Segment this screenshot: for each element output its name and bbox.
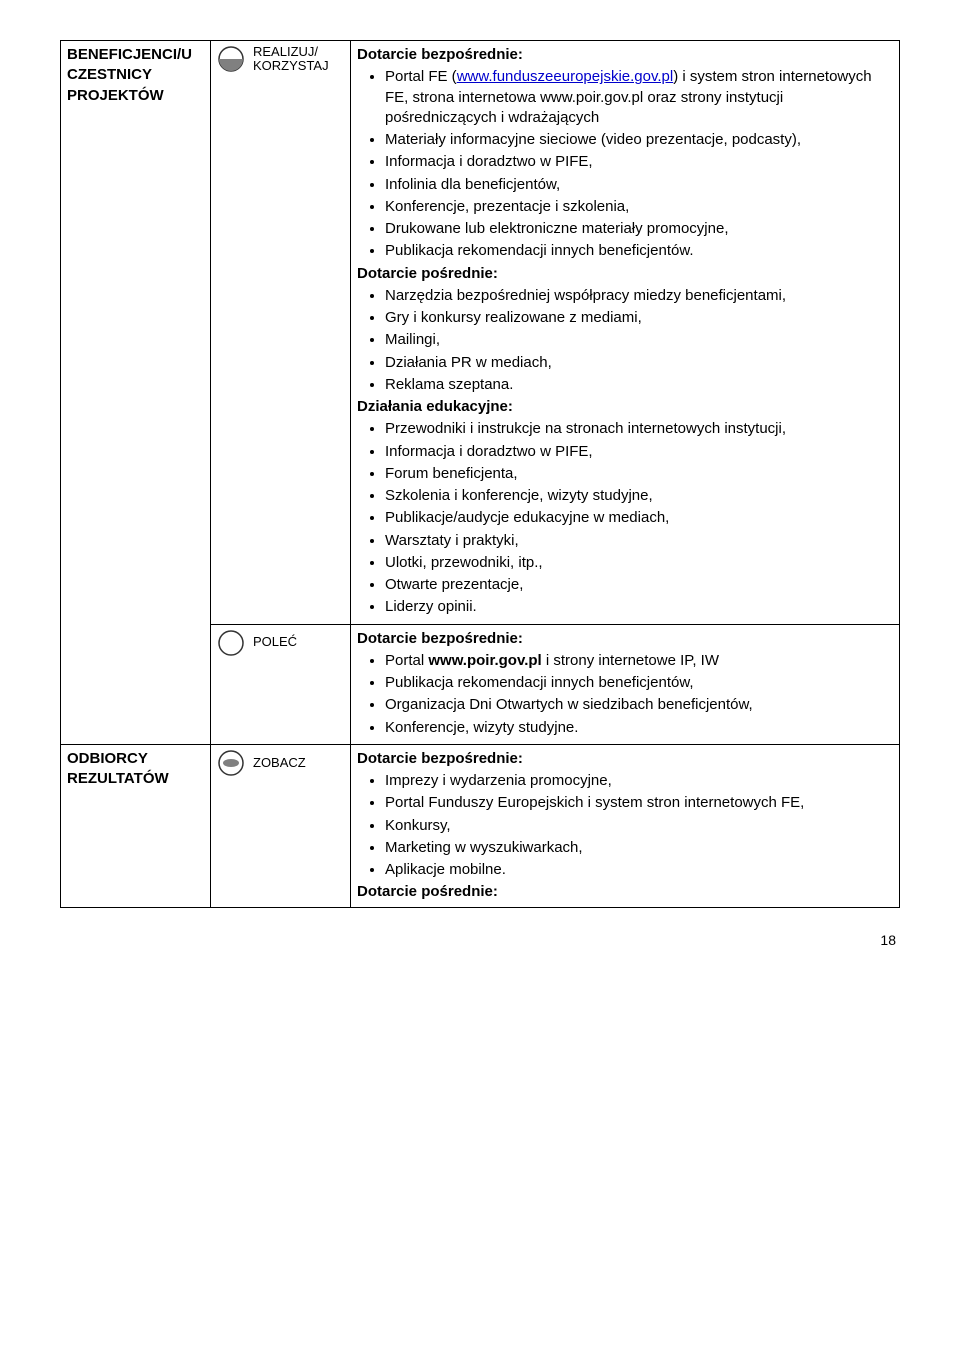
icon-label: POLEĆ <box>253 635 297 649</box>
content-cell: Dotarcie bezpośrednie:Portal www.poir.go… <box>351 624 900 744</box>
list-item: Publikacja rekomendacji innych beneficje… <box>385 241 893 261</box>
icon-label: ZOBACZ <box>253 756 306 770</box>
section-heading: Dotarcie pośrednie: <box>357 264 893 284</box>
list-item: Marketing w wyszukiwarkach, <box>385 838 893 858</box>
icon-cell: ZOBACZ <box>211 744 351 907</box>
list-item: Informacja i doradztwo w PIFE, <box>385 152 893 172</box>
list-item: Otwarte prezentacje, <box>385 575 893 595</box>
section-heading: Dotarcie bezpośrednie: <box>357 45 893 65</box>
icon-cell: POLEĆ <box>211 624 351 744</box>
section-heading: Dotarcie bezpośrednie: <box>357 749 893 769</box>
icon-cell: REALIZUJ/KORZYSTAJ <box>211 41 351 625</box>
list-item: Imprezy i wydarzenia promocyjne, <box>385 771 893 791</box>
realizuj-icon <box>217 45 245 73</box>
section-list: Portal FE (www.funduszeeuropejskie.gov.p… <box>357 67 893 261</box>
list-item: Mailingi, <box>385 330 893 350</box>
list-item: Portal www.poir.gov.pl i strony internet… <box>385 651 893 671</box>
list-item: Przewodniki i instrukcje na stronach int… <box>385 419 893 439</box>
list-item: Szkolenia i konferencje, wizyty studyjne… <box>385 486 893 506</box>
list-item: Konferencje, prezentacje i szkolenia, <box>385 197 893 217</box>
list-item: Informacja i doradztwo w PIFE, <box>385 442 893 462</box>
row-label-odbiorcy: ODBIORCY REZULTATÓW <box>61 744 211 907</box>
section-heading: Dotarcie bezpośrednie: <box>357 629 893 649</box>
list-item: Działania PR w mediach, <box>385 353 893 373</box>
list-item: Warsztaty i praktyki, <box>385 531 893 551</box>
zobacz-icon <box>217 749 245 777</box>
list-item: Publikacja rekomendacji innych beneficje… <box>385 673 893 693</box>
section-list: Portal www.poir.gov.pl i strony internet… <box>357 651 893 738</box>
list-item: Drukowane lub elektroniczne materiały pr… <box>385 219 893 239</box>
list-item: Publikacje/audycje edukacyjne w mediach, <box>385 508 893 528</box>
content-cell: Dotarcie bezpośrednie:Portal FE (www.fun… <box>351 41 900 625</box>
main-table: BENEFICJENCI/U CZESTNICY PROJEKTÓW REALIZ… <box>60 40 900 908</box>
list-item: Ulotki, przewodniki, itp., <box>385 553 893 573</box>
list-item: Gry i konkursy realizowane z mediami, <box>385 308 893 328</box>
list-item: Materiały informacyjne sieciowe (video p… <box>385 130 893 150</box>
row-label-beneficjenci: BENEFICJENCI/U CZESTNICY PROJEKTÓW <box>61 41 211 745</box>
list-item: Portal FE (www.funduszeeuropejskie.gov.p… <box>385 67 893 128</box>
list-item: Portal Funduszy Europejskich i system st… <box>385 793 893 813</box>
section-heading: Działania edukacyjne: <box>357 397 893 417</box>
list-item: Forum beneficjenta, <box>385 464 893 484</box>
page-number: 18 <box>60 932 900 948</box>
list-item: Infolinia dla beneficjentów, <box>385 175 893 195</box>
list-item: Reklama szeptana. <box>385 375 893 395</box>
section-heading: Dotarcie pośrednie: <box>357 882 893 902</box>
section-list: Imprezy i wydarzenia promocyjne,Portal F… <box>357 771 893 880</box>
section-list: Narzędzia bezpośredniej współpracy miedz… <box>357 286 893 395</box>
polec-icon <box>217 629 245 657</box>
list-item: Narzędzia bezpośredniej współpracy miedz… <box>385 286 893 306</box>
list-item: Organizacja Dni Otwartych w siedzibach b… <box>385 695 893 715</box>
list-item: Aplikacje mobilne. <box>385 860 893 880</box>
icon-label: REALIZUJ/KORZYSTAJ <box>253 45 329 74</box>
list-item: Konkursy, <box>385 816 893 836</box>
list-item: Liderzy opinii. <box>385 597 893 617</box>
list-item: Konferencje, wizyty studyjne. <box>385 718 893 738</box>
content-cell: Dotarcie bezpośrednie:Imprezy i wydarzen… <box>351 744 900 907</box>
section-list: Przewodniki i instrukcje na stronach int… <box>357 419 893 617</box>
link[interactable]: www.funduszeeuropejskie.gov.pl <box>457 68 674 85</box>
